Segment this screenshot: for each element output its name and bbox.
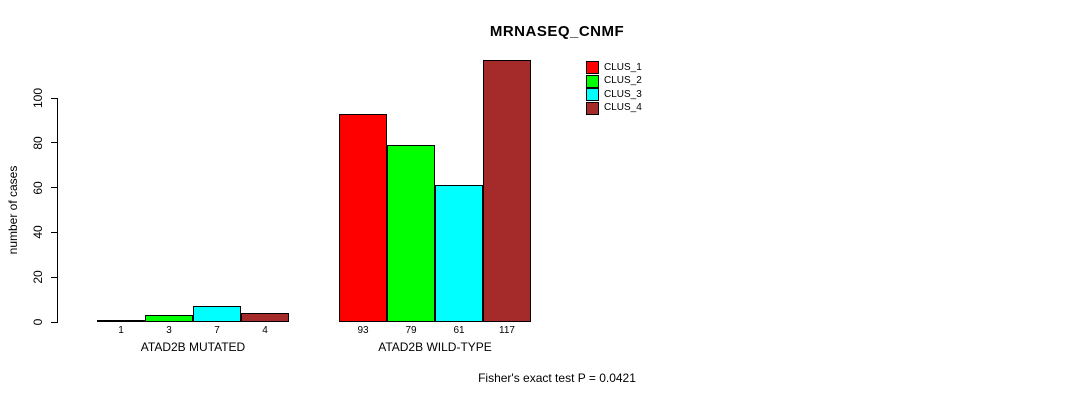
bar-value-label: 79 (405, 325, 417, 336)
legend-swatch-icon (586, 74, 599, 88)
group-label-wild-type: ATAD2B WILD-TYPE (378, 340, 492, 354)
bar-clus_3-wild-type (435, 185, 483, 322)
legend-label: CLUS_1 (604, 61, 642, 73)
y-axis-label: number of cases (6, 165, 20, 255)
y-tick-mark (51, 231, 58, 233)
y-tick-label: 60 (31, 180, 45, 195)
legend-swatch-icon (586, 88, 599, 102)
legend-label: CLUS_4 (604, 102, 642, 114)
bar-clus_2-wild-type (387, 145, 435, 322)
y-tick-mark (51, 97, 58, 99)
annotation-text: Fisher's exact test P = 0.0421 (478, 371, 636, 385)
bar-clus_1-mutated (97, 320, 145, 322)
y-tick-label: 100 (31, 87, 45, 109)
bar-value-label: 7 (214, 325, 220, 336)
bar-value-label: 117 (499, 325, 515, 336)
y-tick-mark (51, 321, 58, 323)
bar-clus_2-mutated (145, 315, 193, 322)
y-tick-mark (51, 187, 58, 189)
y-tick-label: 80 (31, 136, 45, 150)
legend: CLUS_1 CLUS_2 CLUS_3 CLUS_4 (586, 61, 642, 115)
bar-value-label: 3 (166, 325, 172, 336)
legend-swatch-icon (586, 61, 599, 75)
legend-label: CLUS_3 (604, 88, 642, 100)
y-tick-label: 40 (31, 225, 45, 240)
legend-item-clus_4: CLUS_4 (586, 101, 642, 116)
legend-item-clus_2: CLUS_2 (586, 74, 642, 89)
bar-value-label: 1 (118, 325, 124, 336)
legend-swatch-icon (586, 101, 599, 115)
legend-item-clus_3: CLUS_3 (586, 88, 642, 102)
y-tick-mark (51, 276, 58, 278)
legend-label: CLUS_2 (604, 75, 642, 87)
chart-title: MRNASEQ_CNMF (489, 23, 625, 40)
bar-value-label: 61 (453, 325, 465, 336)
bar-value-label: 4 (262, 325, 268, 336)
y-tick-label: 0 (31, 318, 45, 326)
y-tick-mark (51, 142, 58, 144)
y-axis (57, 98, 58, 323)
bar-clus_4-mutated (241, 313, 289, 322)
bar-value-label: 93 (357, 325, 369, 336)
bar-clus_4-wild-type (483, 60, 531, 322)
group-label-mutated: ATAD2B MUTATED (140, 340, 246, 354)
y-tick-label: 20 (31, 270, 45, 284)
bar-clus_1-wild-type (339, 114, 387, 322)
legend-item-clus_1: CLUS_1 (586, 61, 642, 75)
bar-clus_3-mutated (193, 306, 241, 322)
